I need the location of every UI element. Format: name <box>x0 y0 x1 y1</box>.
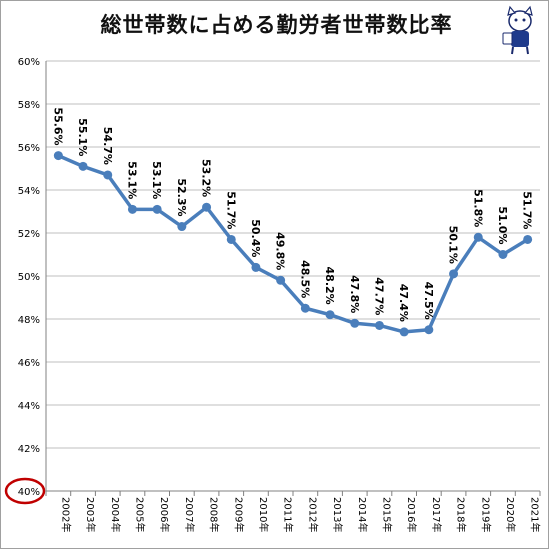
x-tick-label: 2014年 <box>356 497 369 532</box>
data-label: 51.0% <box>496 206 509 244</box>
x-tick-label: 2013年 <box>331 497 344 532</box>
data-label: 53.2% <box>200 159 213 197</box>
data-point <box>374 320 384 330</box>
data-point <box>523 234 533 244</box>
x-tick-label: 2015年 <box>380 497 393 532</box>
y-tick-label: 48% <box>18 315 40 326</box>
data-point <box>78 161 88 171</box>
y-tick-label: 56% <box>18 143 40 154</box>
x-tick-label: 2006年 <box>158 497 171 532</box>
data-point <box>127 204 137 214</box>
mascot-icon <box>502 5 533 55</box>
data-label: 47.5% <box>422 282 435 320</box>
x-tick-label: 2016年 <box>405 497 418 532</box>
x-tick-label: 2004年 <box>109 497 122 532</box>
data-point <box>53 151 63 161</box>
y-tick-label: 44% <box>18 401 40 412</box>
data-point <box>251 262 261 272</box>
x-tick-label: 2021年 <box>529 497 542 532</box>
data-label: 50.4% <box>249 219 262 257</box>
data-point <box>473 232 483 242</box>
data-label: 55.6% <box>51 107 64 145</box>
x-tick-label: 2019年 <box>479 497 492 532</box>
x-tick-label: 2002年 <box>59 497 72 532</box>
x-tick-label: 2018年 <box>455 497 468 532</box>
y-tick-label: 40% <box>18 487 40 498</box>
data-point <box>325 310 335 320</box>
data-point <box>177 222 187 232</box>
x-tick-label: 2005年 <box>133 497 146 532</box>
x-tick-label: 2020年 <box>504 497 517 532</box>
x-tick-label: 2011年 <box>282 497 295 532</box>
data-point <box>103 170 113 180</box>
data-label: 48.2% <box>323 267 336 305</box>
data-point <box>399 327 409 337</box>
x-tick-label: 2007年 <box>183 497 196 532</box>
y-tick-label: 60% <box>18 57 40 68</box>
data-label: 47.7% <box>372 277 385 315</box>
data-label: 51.7% <box>224 191 237 229</box>
data-label: 48.5% <box>298 260 311 298</box>
y-tick-label: 52% <box>18 229 40 240</box>
data-point <box>276 275 286 285</box>
y-tick-label: 54% <box>18 186 40 197</box>
data-point <box>449 269 459 279</box>
data-point <box>226 234 236 244</box>
data-point <box>152 204 162 214</box>
x-tick-label: 2003年 <box>84 497 97 532</box>
chart-title: 総世帯数に占める勤労者世帯数比率 <box>100 13 453 37</box>
x-tick-label: 2017年 <box>430 497 443 532</box>
x-tick-label: 2012年 <box>306 497 319 532</box>
data-label: 47.4% <box>397 284 410 322</box>
axis-highlight-circle <box>4 477 46 505</box>
y-tick-label: 42% <box>18 444 40 455</box>
y-tick-label: 50% <box>18 272 40 283</box>
data-label: 50.1% <box>447 226 460 264</box>
data-label: 52.3% <box>175 178 188 216</box>
y-tick-label: 58% <box>18 100 40 111</box>
x-tick-label: 2008年 <box>208 497 221 532</box>
data-label: 51.7% <box>521 191 534 229</box>
x-tick-label: 2009年 <box>232 497 245 532</box>
data-label: 55.1% <box>76 118 89 156</box>
data-label: 47.8% <box>348 275 361 313</box>
data-point <box>498 250 508 259</box>
data-label: 51.8% <box>471 189 484 227</box>
data-label: 49.8% <box>274 232 287 270</box>
data-point <box>300 303 310 313</box>
data-point <box>350 318 360 328</box>
data-point <box>202 202 212 212</box>
data-point <box>424 325 434 335</box>
y-tick-label: 46% <box>18 358 40 369</box>
x-tick-label: 2010年 <box>257 497 270 532</box>
data-label: 54.7% <box>101 127 114 165</box>
data-label: 53.1% <box>125 161 138 199</box>
data-label: 53.1% <box>150 161 163 199</box>
